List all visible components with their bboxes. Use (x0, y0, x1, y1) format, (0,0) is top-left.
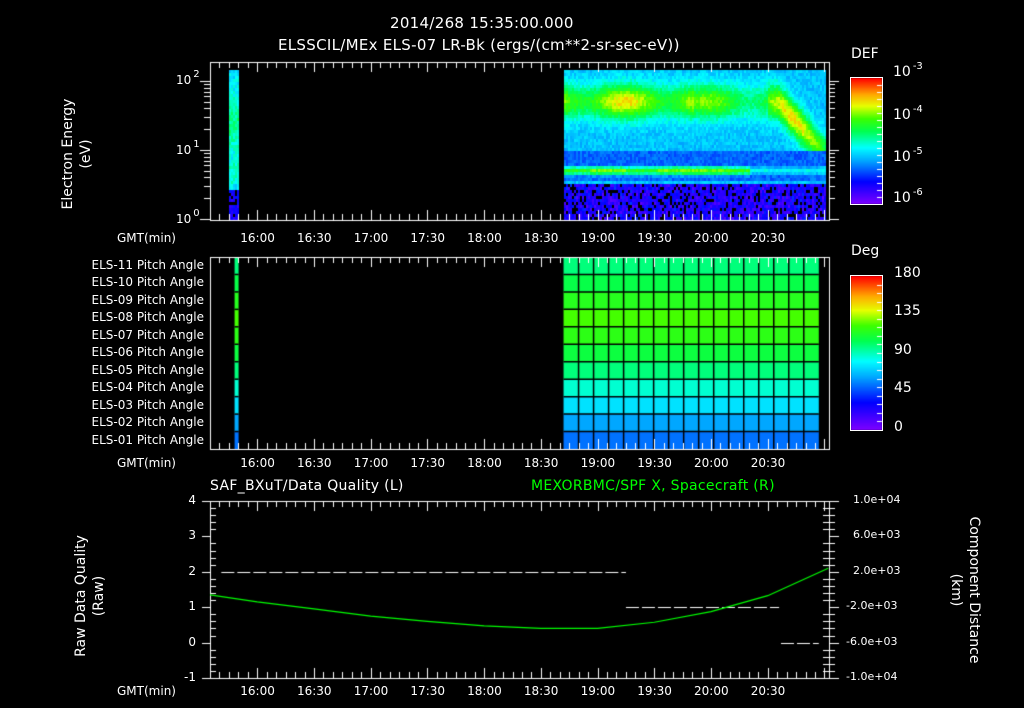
def-colorbar (850, 77, 883, 205)
def-colorbar-label-1e-6: 10 -6 (893, 187, 923, 206)
time-tick-label: 16:00 (240, 456, 275, 470)
energy-axis-label: Electron Energy (eV) (59, 84, 95, 224)
def-colorbar-label-1e-3: 10 -3 (893, 61, 923, 80)
component-distance-axis-label: Component Distance (km) (947, 515, 983, 665)
time-tick-label: 20:00 (694, 456, 729, 470)
deg-colorbar-label-180: 180 (894, 265, 921, 281)
time-tick-label: 16:30 (296, 684, 332, 698)
component-distance-axis-label-line1: Component Distance (966, 516, 982, 664)
plot-title: ELSSCIL/MEx ELS-07 LR-Bk (ergs/(cm**2-sr… (278, 36, 680, 54)
time-tick-label: 19:30 (637, 456, 672, 470)
energy-tick-1: 10 0 (176, 208, 200, 226)
def-colorbar-title: DEF (851, 46, 879, 62)
time-tick-label: 20:00 (694, 684, 729, 698)
time-tick-label: 18:30 (523, 231, 559, 245)
component-distance-tick-label: -6.0e+03 (846, 634, 898, 648)
component-distance-tick-label: -1.0e+04 (846, 670, 898, 683)
time-tick-label: 18:30 (523, 456, 559, 470)
data-quality-axis-label-line1: Raw Data Quality (73, 535, 89, 657)
time-tick-label: 20:30 (750, 684, 786, 698)
data-quality-tick-label: 0 (188, 634, 196, 649)
pitch-angle-row-label: ELS-09 Pitch Angle (91, 292, 204, 307)
time-tick-label: 19:00 (580, 231, 616, 245)
panel3-time-axis-label: GMT(min) (117, 684, 176, 698)
component-distance-tick-label: -2.0e+03 (846, 599, 898, 613)
pitch-angle-row-label: ELS-04 Pitch Angle (91, 380, 204, 395)
data-quality-axis-label: Raw Data Quality (Raw) (72, 526, 108, 666)
data-quality-tick-label: -1 (184, 670, 196, 684)
pitch-angle-row-label: ELS-10 Pitch Angle (91, 275, 204, 290)
energy-axis-label-line2: (eV) (78, 139, 94, 169)
deg-colorbar-label-135: 135 (894, 303, 921, 319)
time-tick-label: 16:00 (240, 684, 275, 698)
time-tick-label: 16:30 (296, 456, 332, 470)
def-colorbar-label-1e-5: 10 -5 (893, 146, 923, 165)
pitch-angle-row-label: ELS-05 Pitch Angle (91, 362, 204, 377)
time-tick-label: 17:30 (410, 231, 446, 245)
component-distance-axis-label-line2: (km) (948, 573, 964, 607)
data-quality-tick-label: 2 (188, 563, 196, 578)
pitch-angle-row-label: ELS-11 Pitch Angle (91, 258, 204, 272)
energy-axis-label-line1: Electron Energy (60, 98, 76, 210)
data-quality-title: SAF_BXuT/Data Quality (L) (210, 478, 404, 494)
deg-colorbar-label-90: 90 (894, 342, 912, 358)
time-tick-label: 16:30 (296, 231, 332, 245)
time-tick-label: 17:00 (353, 231, 389, 245)
data-quality-tick-label: 1 (188, 599, 196, 614)
time-tick-label: 17:30 (410, 456, 446, 470)
time-tick-label: 19:00 (580, 456, 616, 470)
time-tick-label: 16:00 (240, 231, 275, 245)
pitch-angle-row-label: ELS-08 Pitch Angle (91, 310, 204, 325)
deg-colorbar-label-45: 45 (894, 380, 912, 396)
time-tick-label: 17:00 (353, 456, 389, 470)
data-quality-axis-label-line2: (Raw) (91, 575, 107, 617)
data-quality-tick-label: 4 (188, 493, 196, 507)
time-tick-label: 20:00 (694, 231, 729, 245)
energy-tick-10: 10 1 (176, 139, 200, 157)
time-tick-label: 19:30 (637, 231, 672, 245)
deg-colorbar-title: Deg (851, 243, 880, 259)
plot-timestamp: 2014/268 15:35:00.000 (390, 14, 574, 32)
component-distance-tick-label: 2.0e+03 (853, 563, 901, 577)
pitch-angle-row-label: ELS-02 Pitch Angle (91, 415, 204, 430)
time-tick-label: 18:00 (467, 456, 502, 470)
pitch-angle-row-label: ELS-07 Pitch Angle (91, 327, 204, 342)
spacecraft-x-title: MEXORBMC/SPF X, Spacecraft (R) (531, 478, 775, 494)
pitch-angle-row-label: ELS-03 Pitch Angle (91, 397, 204, 412)
panel2-time-axis-label: GMT(min) (117, 456, 176, 470)
component-distance-tick-label: 6.0e+03 (853, 528, 901, 542)
time-tick-label: 19:00 (580, 684, 616, 698)
deg-colorbar-label-0: 0 (894, 419, 903, 435)
pitch-angle-row-label: ELS-06 Pitch Angle (91, 345, 204, 360)
time-tick-label: 19:30 (637, 684, 672, 698)
time-tick-label: 17:30 (410, 684, 446, 698)
time-tick-label: 18:00 (467, 231, 502, 245)
component-distance-tick-label: 1.0e+04 (853, 493, 901, 506)
time-tick-label: 20:30 (750, 456, 786, 470)
data-quality-tick-label: 3 (188, 528, 196, 543)
deg-colorbar (850, 275, 883, 431)
panel1-time-axis-label: GMT(min) (117, 231, 176, 245)
pitch-angle-row-label: ELS-01 Pitch Angle (91, 432, 204, 447)
time-tick-label: 18:00 (467, 684, 502, 698)
def-colorbar-label-1e-4: 10 -4 (893, 104, 923, 123)
time-tick-label: 17:00 (353, 684, 389, 698)
time-tick-label: 20:30 (750, 231, 786, 245)
energy-tick-100: 10 2 (176, 69, 200, 87)
time-tick-label: 18:30 (523, 684, 559, 698)
